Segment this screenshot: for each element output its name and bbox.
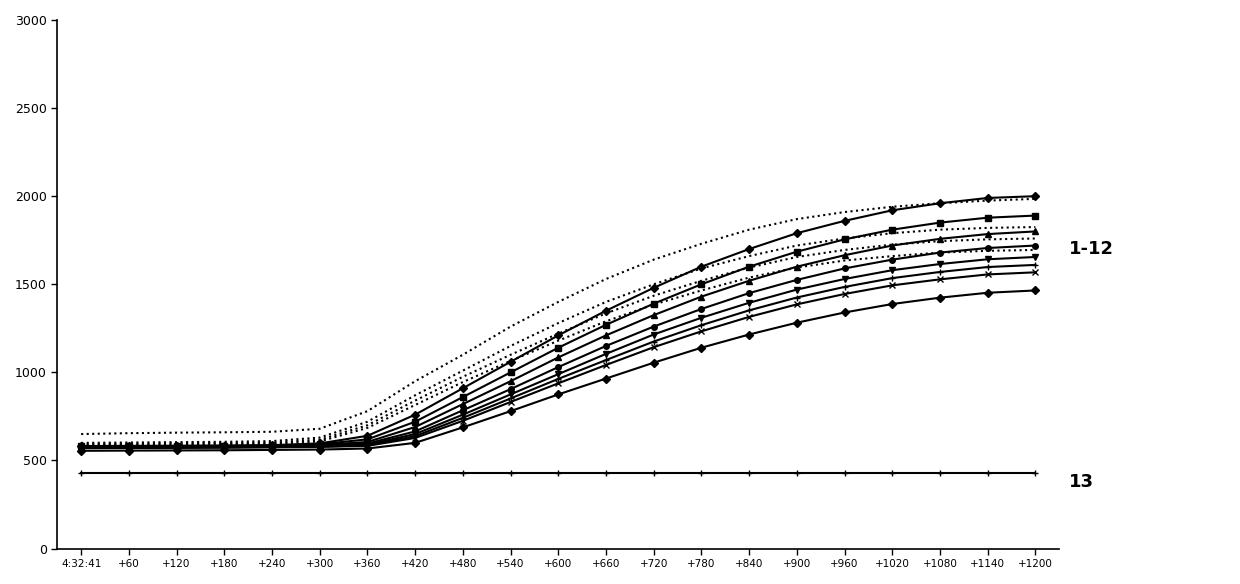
Text: 1-12: 1-12 <box>1069 240 1114 258</box>
Text: 13: 13 <box>1069 472 1094 491</box>
